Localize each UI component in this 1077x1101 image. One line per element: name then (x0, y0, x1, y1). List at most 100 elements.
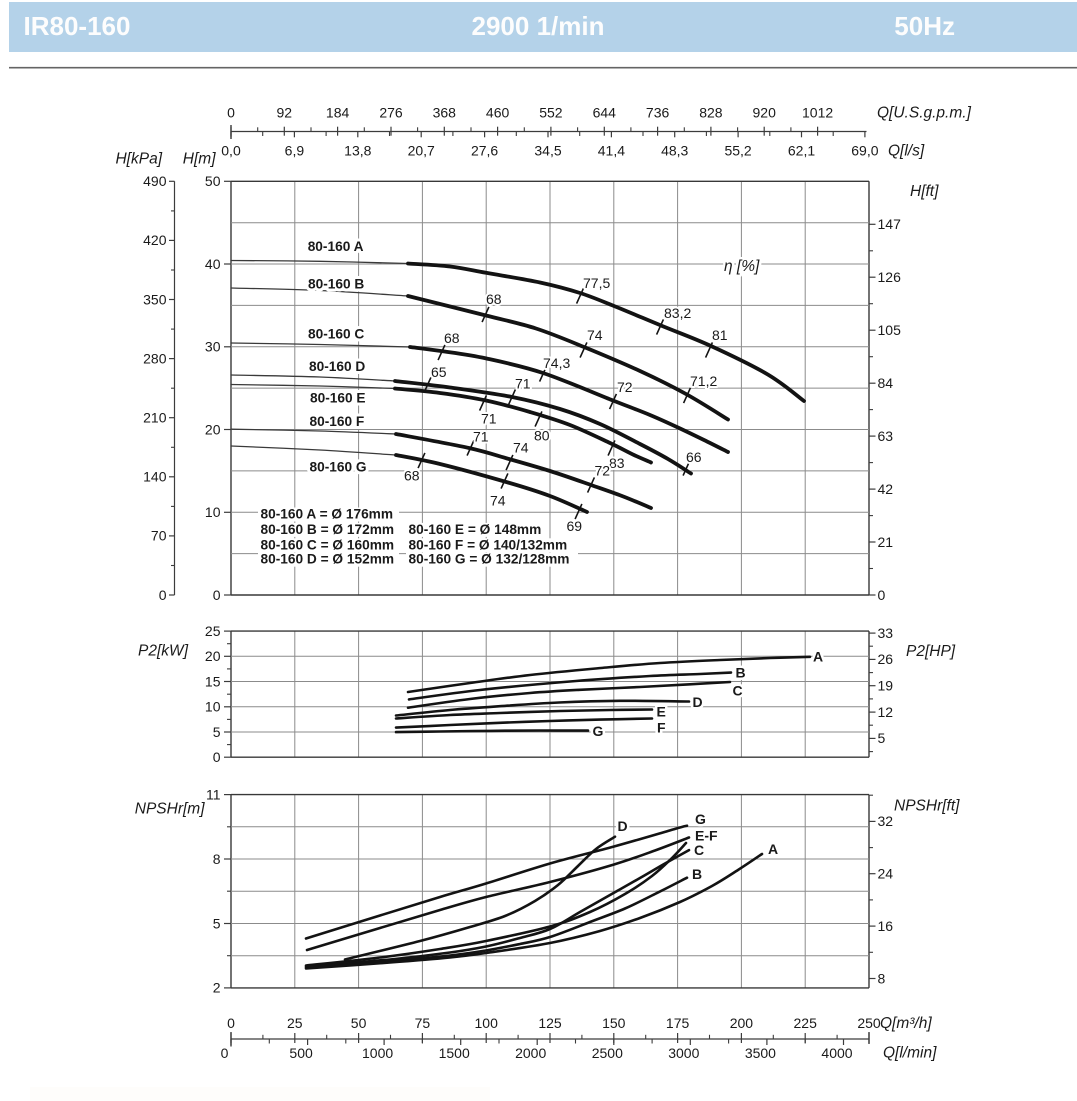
svg-text:69: 69 (567, 518, 583, 534)
svg-text:34,5: 34,5 (534, 142, 561, 158)
svg-text:41,4: 41,4 (598, 142, 625, 158)
svg-text:NPSHr[ft]: NPSHr[ft] (894, 798, 960, 815)
svg-text:460: 460 (486, 104, 510, 120)
svg-text:24: 24 (878, 866, 894, 882)
svg-text:74: 74 (587, 327, 603, 343)
svg-text:0: 0 (878, 587, 886, 603)
svg-text:83: 83 (609, 455, 625, 471)
svg-text:920: 920 (753, 104, 777, 120)
svg-text:65: 65 (431, 364, 447, 380)
svg-text:F: F (657, 720, 666, 736)
svg-text:92: 92 (277, 104, 293, 120)
svg-text:80-160 G = Ø 132/128mm: 80-160 G = Ø 132/128mm (409, 552, 570, 567)
svg-text:81: 81 (712, 327, 728, 343)
svg-text:26: 26 (878, 651, 894, 667)
svg-text:68: 68 (404, 468, 420, 484)
svg-text:276: 276 (379, 104, 403, 120)
svg-text:5: 5 (878, 730, 886, 746)
svg-text:25: 25 (287, 1015, 303, 1031)
svg-text:350: 350 (143, 291, 167, 307)
svg-text:5: 5 (213, 724, 221, 740)
svg-text:175: 175 (666, 1015, 690, 1031)
svg-text:3000: 3000 (668, 1045, 699, 1061)
svg-text:71,2: 71,2 (690, 373, 717, 389)
svg-text:E: E (657, 704, 666, 720)
svg-text:27,6: 27,6 (471, 142, 498, 158)
svg-text:10: 10 (205, 504, 221, 520)
svg-text:80-160 A = Ø 176mm: 80-160 A = Ø 176mm (261, 507, 394, 522)
svg-text:68: 68 (444, 330, 460, 346)
svg-text:147: 147 (878, 216, 902, 232)
svg-text:15: 15 (205, 673, 221, 689)
svg-text:70: 70 (151, 528, 167, 544)
svg-text:66: 66 (686, 449, 702, 465)
svg-text:E-F: E-F (695, 828, 718, 844)
svg-text:H[m]: H[m] (183, 151, 216, 168)
svg-text:16: 16 (878, 918, 894, 934)
svg-text:71: 71 (515, 376, 531, 392)
svg-text:75: 75 (415, 1015, 431, 1031)
svg-text:P2[kW]: P2[kW] (138, 643, 189, 660)
svg-text:4000: 4000 (821, 1045, 852, 1061)
svg-text:68: 68 (486, 291, 502, 307)
svg-text:368: 368 (433, 104, 457, 120)
svg-text:80-160 D: 80-160 D (309, 359, 365, 374)
svg-text:19: 19 (878, 678, 894, 694)
svg-text:10: 10 (205, 699, 221, 715)
svg-text:225: 225 (794, 1015, 818, 1031)
svg-text:84: 84 (878, 375, 894, 391)
svg-text:490: 490 (143, 173, 167, 189)
svg-text:0: 0 (221, 1045, 229, 1061)
svg-text:C: C (733, 683, 743, 699)
svg-text:H[kPa]: H[kPa] (115, 151, 162, 168)
svg-text:80-160 G: 80-160 G (310, 460, 367, 475)
svg-text:644: 644 (593, 104, 617, 120)
svg-text:72: 72 (617, 379, 633, 395)
svg-text:42: 42 (878, 481, 894, 497)
svg-text:P2[HP]: P2[HP] (906, 643, 956, 660)
svg-text:H[ft]: H[ft] (910, 183, 939, 200)
svg-text:80-160 A: 80-160 A (308, 239, 364, 254)
svg-text:74: 74 (490, 493, 506, 509)
svg-text:B: B (736, 665, 746, 681)
svg-text:72: 72 (595, 463, 611, 479)
svg-text:83,2: 83,2 (664, 305, 691, 321)
svg-text:11: 11 (206, 786, 221, 802)
svg-text:A: A (813, 649, 823, 665)
svg-text:80-160 B: 80-160 B (308, 277, 364, 292)
svg-text:NPSHr[m]: NPSHr[m] (135, 801, 205, 818)
svg-text:184: 184 (326, 104, 350, 120)
svg-text:126: 126 (878, 269, 902, 285)
svg-text:80: 80 (534, 428, 550, 444)
svg-text:1012: 1012 (802, 104, 833, 120)
svg-text:280: 280 (143, 350, 167, 366)
svg-text:1000: 1000 (362, 1045, 393, 1061)
svg-text:D: D (693, 694, 703, 710)
svg-text:IR80-160: IR80-160 (24, 11, 131, 41)
svg-text:30: 30 (205, 339, 221, 355)
svg-text:71: 71 (481, 411, 497, 427)
svg-text:0: 0 (227, 104, 235, 120)
svg-text:100: 100 (475, 1015, 499, 1031)
svg-text:74: 74 (513, 440, 529, 456)
svg-text:552: 552 (539, 104, 563, 120)
svg-text:0: 0 (213, 749, 221, 765)
svg-text:η [%]: η [%] (724, 258, 760, 275)
svg-text:8: 8 (878, 970, 886, 986)
svg-text:20,7: 20,7 (408, 142, 435, 158)
svg-text:32: 32 (878, 813, 894, 829)
svg-text:B: B (692, 866, 702, 882)
svg-text:50: 50 (205, 173, 221, 189)
svg-text:2: 2 (213, 980, 221, 996)
svg-text:140: 140 (143, 469, 167, 485)
svg-text:2000: 2000 (515, 1045, 546, 1061)
svg-text:2500: 2500 (592, 1045, 623, 1061)
svg-text:2900 1/min: 2900 1/min (472, 11, 605, 41)
svg-text:828: 828 (699, 104, 723, 120)
svg-text:48,3: 48,3 (661, 142, 688, 158)
svg-text:80-160 F = Ø 140/132mm: 80-160 F = Ø 140/132mm (409, 537, 568, 552)
svg-text:150: 150 (602, 1015, 626, 1031)
svg-text:6,9: 6,9 (285, 142, 305, 158)
svg-text:80-160 E: 80-160 E (310, 390, 366, 405)
svg-text:80-160 C = Ø 160mm: 80-160 C = Ø 160mm (261, 537, 395, 552)
